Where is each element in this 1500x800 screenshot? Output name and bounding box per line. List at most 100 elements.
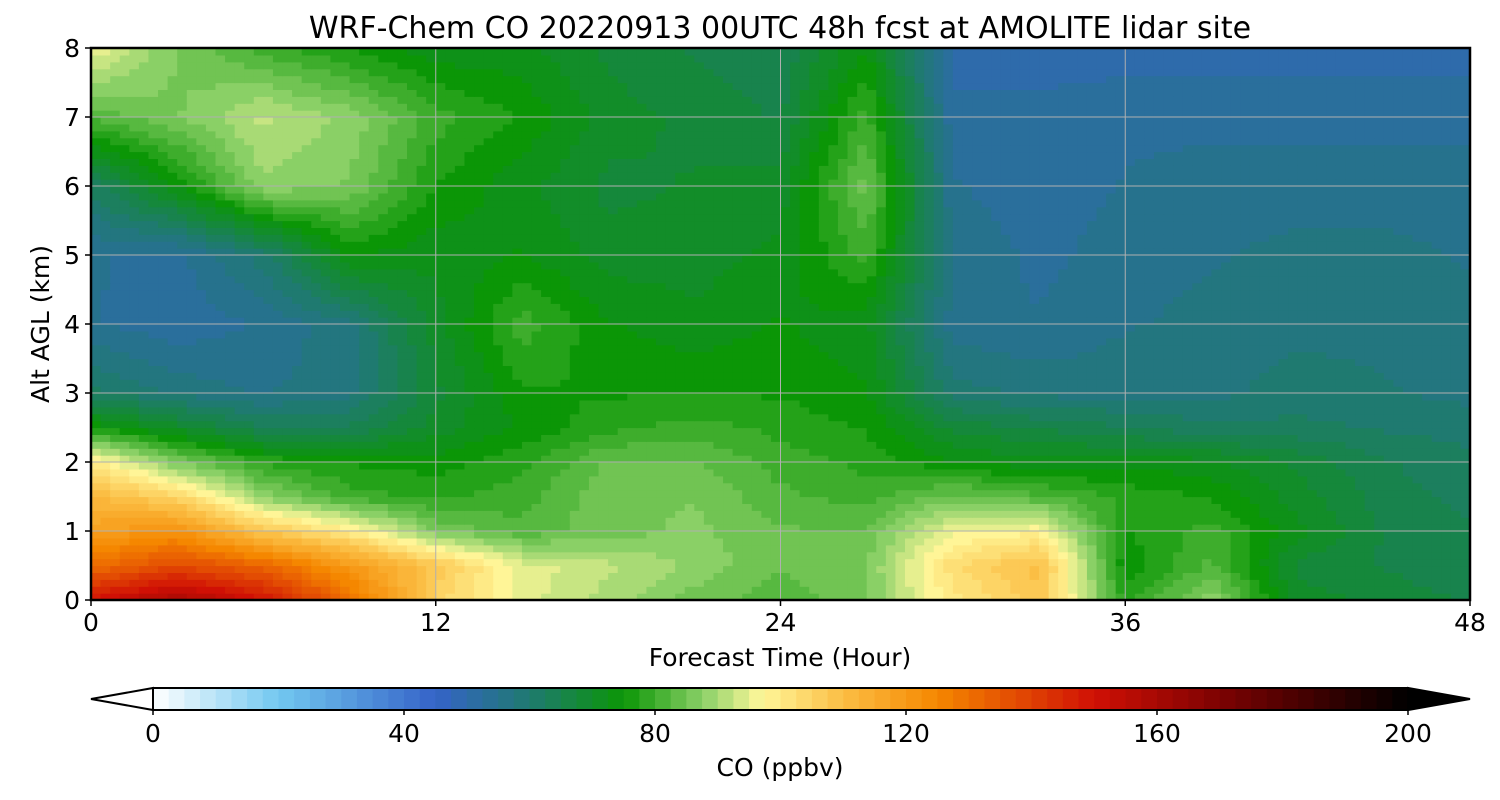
co-cell [225,427,236,435]
co-cell [952,565,964,573]
co-cell [1211,524,1222,532]
co-cell [780,579,791,587]
co-cell [732,565,743,573]
co-cell [1431,503,1442,511]
co-cell [1383,413,1394,422]
co-cell [818,455,829,463]
co-cell [292,441,303,449]
co-cell [1431,482,1442,491]
co-cell [1067,406,1078,415]
co-cell [1450,510,1462,518]
co-cell [560,379,571,387]
co-cell [349,372,360,380]
co-cell [646,565,657,573]
co-cell [359,462,370,470]
co-cell [818,593,829,600]
co-cell [320,379,332,387]
co-cell [579,565,590,573]
co-cell [1230,503,1241,511]
co-cell [119,462,130,470]
co-cell [531,413,542,422]
co-cell [541,358,552,366]
co-cell [320,551,332,560]
co-cell [138,455,150,463]
co-cell [1345,399,1356,408]
co-cell [1125,406,1136,415]
co-cell [1230,455,1241,463]
co-cell [397,462,408,470]
co-cell [550,565,561,573]
co-cell [368,462,379,470]
co-cell [1058,544,1069,553]
co-cell [1019,475,1031,484]
co-cell [215,386,226,394]
co-cell [1335,586,1347,594]
co-cell [148,462,159,470]
co-cell [349,455,360,463]
co-cell [464,372,475,380]
co-cell [1010,393,1021,401]
co-cell [215,524,226,532]
co-cell [397,420,408,429]
co-cell [1058,379,1069,387]
co-cell [445,393,456,401]
co-cell [1106,503,1117,511]
co-cell [158,406,169,415]
co-cell [598,468,609,477]
co-cell [809,399,820,408]
co-cell [751,455,762,463]
co-cell [196,413,207,422]
co-cell [1259,517,1270,525]
co-cell [464,551,475,560]
co-cell [751,379,762,387]
co-cell [713,427,724,435]
co-cell [933,537,944,546]
co-cell [617,517,628,525]
co-cell [703,413,715,422]
co-cell [809,358,820,366]
co-cell [579,489,590,498]
co-cell [244,434,255,442]
co-cell [933,482,944,491]
co-cell [253,386,264,394]
co-cell [713,420,724,429]
co-cell [1460,586,1470,594]
co-cell [751,475,762,484]
co-cell [1077,420,1088,429]
co-cell [1316,565,1327,573]
co-cell [1086,531,1098,539]
co-cell [751,544,762,553]
co-cell [579,544,590,553]
co-cell [1163,441,1174,449]
co-cell [1029,489,1040,498]
co-cell [100,386,111,394]
co-cell [818,579,829,587]
co-cell [225,496,236,504]
co-cell [952,510,964,518]
co-cell [1230,544,1241,553]
co-cell [292,524,303,532]
co-cell [1316,413,1327,422]
co-cell [933,551,944,560]
co-cell [1134,441,1146,449]
co-cell [158,455,169,463]
co-cell [1441,524,1452,532]
co-cell [1201,496,1213,504]
co-cell [914,413,925,422]
co-cell [234,475,245,484]
co-cell [282,434,293,442]
co-cell [1259,572,1270,580]
co-cell [1278,510,1289,518]
co-cell [359,565,370,573]
co-cell [924,517,935,525]
co-cell [435,358,446,366]
co-cell [646,462,657,470]
co-cell [617,565,628,573]
co-cell [426,455,437,463]
co-cell [1297,379,1308,387]
co-cell [1412,558,1423,567]
co-cell [847,544,858,553]
co-cell [349,510,360,518]
co-cell [598,462,609,470]
co-cell [1268,579,1280,587]
